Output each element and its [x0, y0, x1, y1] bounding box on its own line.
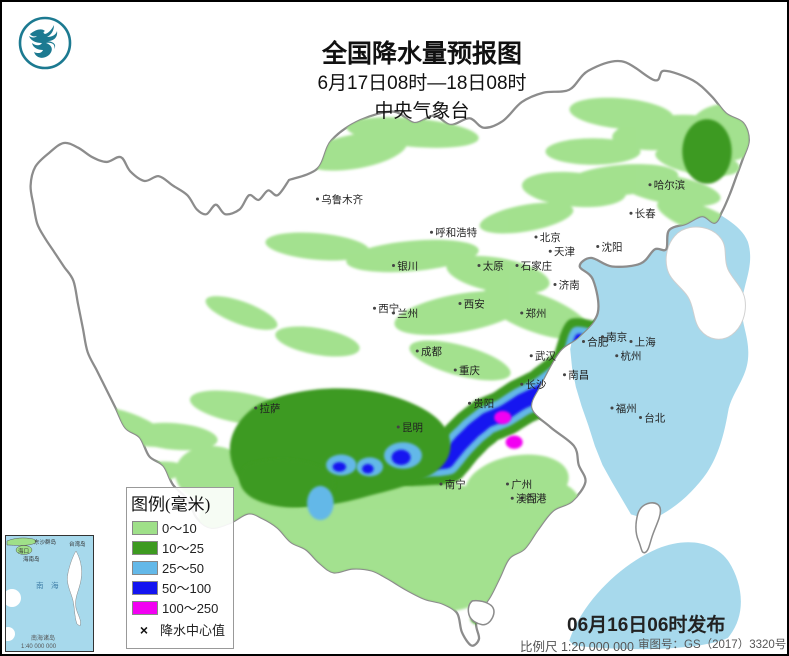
- svg-text:西宁: 西宁: [378, 302, 399, 315]
- svg-text:广州: 广州: [511, 479, 532, 491]
- svg-text:南京: 南京: [606, 331, 627, 344]
- svg-text:贵阳: 贵阳: [473, 397, 494, 410]
- svg-text:太原: 太原: [483, 259, 504, 272]
- svg-text:昆明: 昆明: [402, 422, 423, 434]
- svg-text:福州: 福州: [616, 402, 637, 415]
- svg-text:西安: 西安: [464, 297, 485, 310]
- svg-text:澳门: 澳门: [516, 492, 537, 505]
- svg-text:北京: 北京: [540, 231, 561, 244]
- svg-text:呼和浩特: 呼和浩特: [435, 227, 477, 239]
- svg-text:台北: 台北: [644, 411, 665, 424]
- svg-text:南昌: 南昌: [568, 369, 589, 382]
- svg-text:海口: 海口: [18, 547, 29, 555]
- svg-text:乌鲁木齐: 乌鲁木齐: [321, 193, 363, 206]
- svg-text:东沙群岛: 东沙群岛: [34, 538, 57, 546]
- svg-text:重庆: 重庆: [459, 364, 480, 377]
- svg-text:杭州: 杭州: [621, 350, 642, 363]
- svg-text:武汉: 武汉: [535, 350, 556, 363]
- svg-text:银川: 银川: [397, 259, 418, 272]
- svg-text:沈阳: 沈阳: [602, 240, 623, 253]
- svg-text:海南岛: 海南岛: [23, 555, 40, 563]
- svg-text:兰州: 兰州: [397, 307, 418, 320]
- svg-text:长春: 长春: [635, 208, 656, 220]
- svg-text:南宁: 南宁: [445, 478, 466, 491]
- svg-text:长沙: 长沙: [526, 379, 547, 391]
- svg-text:济南: 济南: [559, 278, 580, 291]
- svg-text:上海: 上海: [635, 335, 656, 348]
- svg-text:南海诸岛: 南海诸岛: [31, 634, 55, 642]
- svg-text:郑州: 郑州: [526, 307, 547, 320]
- svg-text:台湾岛: 台湾岛: [69, 540, 86, 548]
- svg-text:天津: 天津: [554, 246, 575, 258]
- svg-text:哈尔滨: 哈尔滨: [654, 179, 686, 192]
- svg-text:成都: 成都: [421, 346, 442, 358]
- svg-text:1:40 000 000: 1:40 000 000: [21, 644, 57, 650]
- svg-text:石家庄: 石家庄: [521, 259, 552, 272]
- svg-text:拉萨: 拉萨: [260, 402, 281, 415]
- svg-text:南 海: 南 海: [36, 580, 59, 590]
